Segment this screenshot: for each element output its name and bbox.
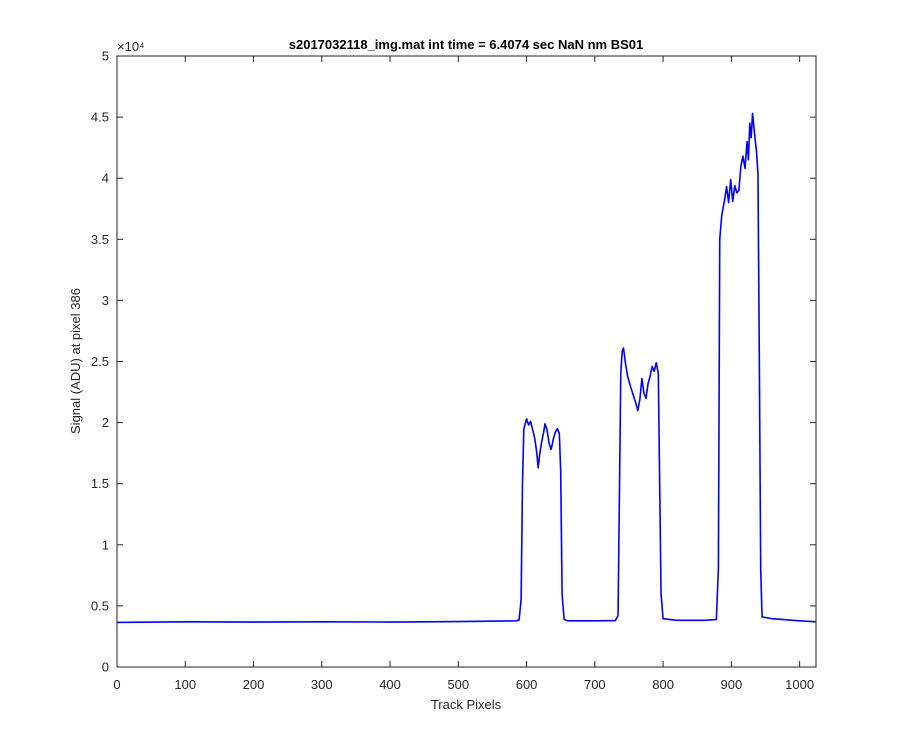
x-tick-label: 300 xyxy=(311,677,333,692)
y-tick-label: 3 xyxy=(102,293,109,308)
y-tick-label: 2.5 xyxy=(91,354,109,369)
x-axis-label: Track Pixels xyxy=(431,697,502,712)
x-tick-label: 200 xyxy=(243,677,265,692)
plot-area xyxy=(117,56,816,667)
chart-title: s2017032118_img.mat int time = 6.4074 se… xyxy=(289,37,643,52)
x-tick-label: 500 xyxy=(447,677,469,692)
series-line-0 xyxy=(116,112,817,624)
y-tick-label: 3.5 xyxy=(91,232,109,247)
y-tick-label: 5 xyxy=(102,49,109,64)
y-tick-label: 0 xyxy=(102,660,109,675)
y-tick-label: 1.5 xyxy=(91,476,109,491)
x-tick-label: 600 xyxy=(516,677,538,692)
x-tick-label: 700 xyxy=(584,677,606,692)
x-tick-label: 0 xyxy=(113,677,120,692)
y-axis-exponent: ×10⁴ xyxy=(117,39,145,54)
y-tick-label: 4 xyxy=(102,171,109,186)
y-tick-label: 0.5 xyxy=(91,598,109,613)
x-tick-label: 1000 xyxy=(785,677,814,692)
y-axis-label: Signal (ADU) at pixel 386 xyxy=(68,288,83,434)
x-tick-label: 400 xyxy=(379,677,401,692)
y-tick-label: 2 xyxy=(102,415,109,430)
x-tick-label: 900 xyxy=(721,677,743,692)
y-tick-label: 4.5 xyxy=(91,110,109,125)
axes-layer: 0 100 200 300 400 500 600 700 800 900 1000 0 0.5 1 1.5… xyxy=(91,49,817,692)
x-tick-label: 800 xyxy=(652,677,674,692)
x-tick-label: 100 xyxy=(174,677,196,692)
y-tick-label: 1 xyxy=(102,537,109,552)
data-layer xyxy=(116,112,817,624)
